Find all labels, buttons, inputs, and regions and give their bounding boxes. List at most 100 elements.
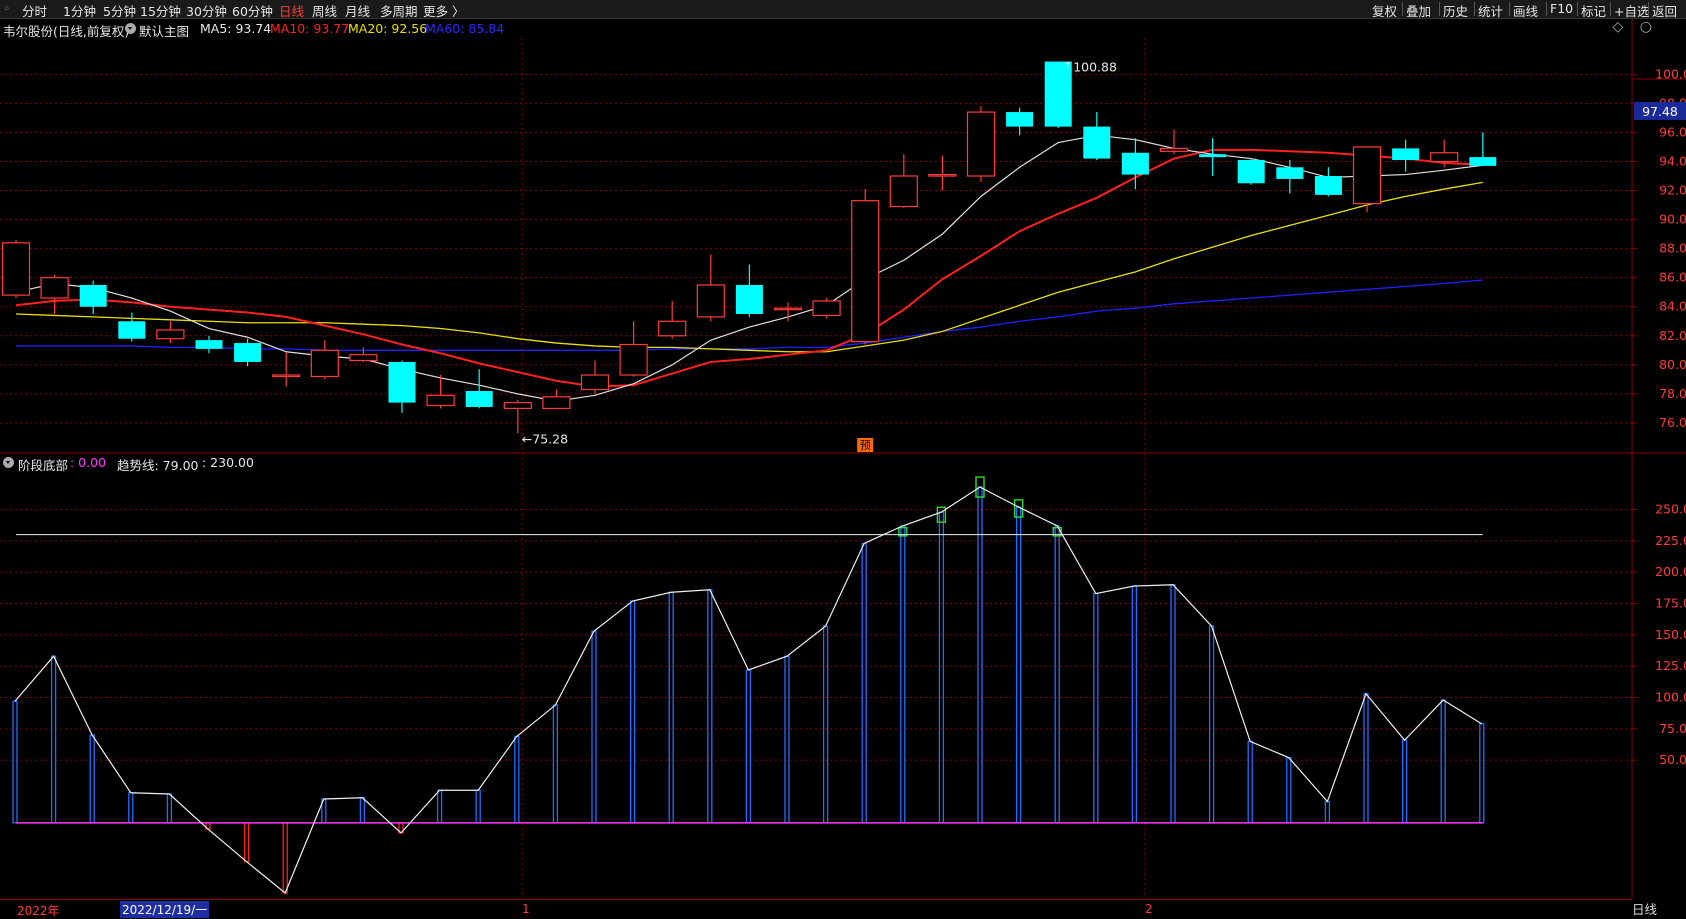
high-arrow-icon: ↑ <box>1063 60 1072 73</box>
indicator-tick-label: 100.00 <box>1655 690 1686 705</box>
price-tick-label: 92.00 <box>1659 183 1686 198</box>
stock-name[interactable]: 韦尔股份(日线,前复权) <box>3 24 130 39</box>
time-axis: 2022年 2022/12/19/一 1 2 <box>0 899 1632 918</box>
price-axis: 100.0098.0096.0094.0092.0090.0088.0086.0… <box>522 60 1686 767</box>
time-label-month-2: 2 <box>1145 902 1153 916</box>
time-label-year: 2022年 <box>17 904 60 918</box>
toolbar-button-1[interactable]: 叠加 <box>1406 4 1432 19</box>
candle-body-down <box>1237 160 1265 184</box>
period-tab-0[interactable]: 分时 <box>22 4 48 19</box>
indicator-info-bar: 阶段底部 : 0.00 趋势线: 79.00 : 230.00 <box>0 453 1620 473</box>
period-tab-6[interactable]: 日线 <box>279 4 305 19</box>
price-tick-label: 96.00 <box>1659 124 1686 139</box>
candle-body-down <box>1083 126 1111 159</box>
indicator-bar <box>900 525 906 824</box>
period-label: 日线 <box>1632 902 1658 917</box>
toolbar-button-0[interactable]: 复权 <box>1372 4 1398 19</box>
candle-body-down <box>1044 61 1072 127</box>
indicator-bar <box>1093 592 1099 824</box>
indicator-tick-label: 125.00 <box>1655 658 1686 673</box>
ma20-line <box>15 181 1483 353</box>
candle-body-up <box>426 394 455 407</box>
indicator-bar <box>861 542 867 824</box>
indicator-bar <box>1324 800 1331 824</box>
candle-body-up <box>1352 146 1382 205</box>
candlesticks <box>1 61 1497 434</box>
candle-body-down <box>1469 157 1497 166</box>
period-tab-9[interactable]: 多周期 <box>380 4 418 19</box>
candle-body-up <box>773 307 803 311</box>
candle-body-down <box>1392 148 1420 161</box>
indicator-bar <box>1054 525 1060 824</box>
ma5-label: MA5: 93.74 <box>200 21 272 36</box>
price-tick-label: 100.00 <box>1655 66 1686 81</box>
indicator-bar <box>50 655 57 824</box>
menu-icon[interactable]: ◦ <box>3 1 11 16</box>
toolbar-separator <box>1402 2 1403 16</box>
period-tab-4[interactable]: 30分钟 <box>186 4 227 19</box>
toolbar-button-4[interactable]: 画线 <box>1513 4 1539 19</box>
indicator-signal-bar <box>936 506 947 523</box>
candle-body-up <box>156 329 185 340</box>
forecast-badge-bg <box>857 438 874 452</box>
period-tab-1[interactable]: 1分钟 <box>63 4 96 19</box>
toolbar-button-5[interactable]: F10 <box>1550 1 1574 16</box>
indicator-bar <box>1401 739 1408 824</box>
high-price-label: 100.88 <box>1073 60 1117 75</box>
candle-body-down <box>79 284 107 307</box>
circle-icon[interactable]: ○ <box>1639 19 1652 35</box>
candle-body-up <box>658 320 687 337</box>
trend-line-label: 趋势线: 79.00 <box>117 458 199 473</box>
indicator-bar <box>89 734 95 824</box>
ma10-line <box>15 148 1483 388</box>
period-tab-3[interactable]: 15分钟 <box>140 4 181 19</box>
candle-body-up <box>851 200 880 343</box>
period-tab-8[interactable]: 月线 <box>345 4 371 19</box>
candle-body-up <box>272 374 301 378</box>
price-tick-label: 84.00 <box>1659 299 1686 314</box>
ma60-label: MA60: 85.84 <box>425 21 505 36</box>
toolbar-separator <box>1509 2 1510 16</box>
price-tick-label: 78.00 <box>1659 386 1686 401</box>
candle-body-up <box>1430 152 1459 163</box>
toolbar-button-6[interactable]: 标记 <box>1581 4 1607 19</box>
template-dropdown-icon[interactable] <box>125 22 136 37</box>
indicator-menu-icon[interactable] <box>3 456 14 471</box>
indicator-bar <box>1479 723 1485 824</box>
toolbar-separator <box>1577 2 1578 16</box>
candle-body-down <box>735 284 763 314</box>
price-tick-label: 86.00 <box>1659 270 1686 285</box>
diamond-icon[interactable]: ◇ <box>1612 19 1624 35</box>
indicator-tick-label: 225.00 <box>1655 533 1686 548</box>
candle-body-down <box>1121 152 1149 175</box>
price-tick-label: 76.00 <box>1659 415 1686 430</box>
ma10-label: MA10: 93.77 <box>270 21 350 36</box>
period-tab-10[interactable]: 更多 〉 <box>423 4 465 19</box>
indicator-bar <box>745 669 752 824</box>
time-label-cursor-date: 2022/12/19/一 <box>120 901 210 918</box>
indicator-bar <box>359 797 366 824</box>
period-tab-5[interactable]: 60分钟 <box>232 4 273 19</box>
period-tab-7[interactable]: 周线 <box>312 4 338 19</box>
price-tick-label: 88.00 <box>1659 241 1686 256</box>
time-label-month-1: 1 <box>522 902 530 916</box>
price-tick-label: 94.00 <box>1659 153 1686 168</box>
indicator-tick-label: 50.00 <box>1659 752 1686 767</box>
toolbar-separator <box>1474 2 1475 16</box>
indicator-tick-label: 250.00 <box>1655 502 1686 517</box>
toolbar-button-3[interactable]: 统计 <box>1478 4 1504 19</box>
toolbar-separator <box>1546 2 1547 16</box>
candle-body-down <box>1276 167 1304 179</box>
toolbar-button-8[interactable]: 返回 <box>1652 4 1678 19</box>
candle-body-up <box>1159 147 1189 152</box>
indicator-name[interactable]: 阶段底部 <box>18 458 69 473</box>
candle-body-down <box>388 361 416 403</box>
period-tab-2[interactable]: 5分钟 <box>103 4 136 19</box>
candle-body-up <box>928 173 957 177</box>
indicator-bar <box>668 591 674 824</box>
toolbar-button-2[interactable]: 历史 <box>1443 4 1469 19</box>
template-label[interactable]: 默认主图 <box>139 24 190 39</box>
toolbar-button-7[interactable]: +自选 <box>1614 4 1650 19</box>
candle-body-down <box>1314 176 1342 195</box>
